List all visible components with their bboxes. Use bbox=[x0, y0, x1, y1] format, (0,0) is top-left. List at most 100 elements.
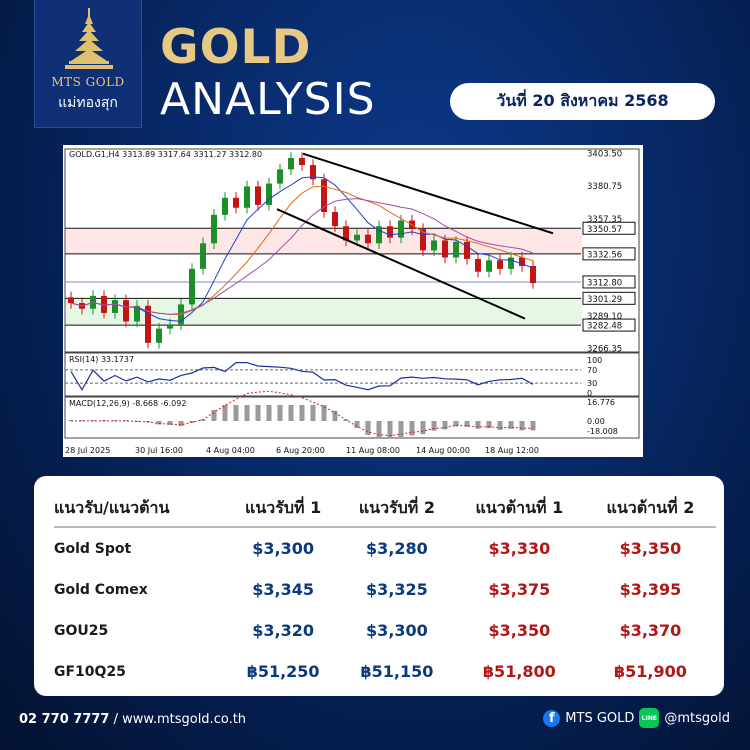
candle-body bbox=[354, 234, 360, 241]
candle-body bbox=[255, 186, 261, 205]
candle-body bbox=[222, 197, 228, 215]
macd-histogram-bar bbox=[244, 405, 250, 421]
footer-contact: 02 770 7777 / www.mtsgold.co.th bbox=[19, 712, 246, 727]
candle-body bbox=[288, 157, 294, 170]
header-cell: แนวรับที่ 2 bbox=[340, 490, 454, 528]
candle-body bbox=[464, 241, 470, 259]
support-2-value: $3,280 bbox=[366, 539, 428, 558]
price-tick-label: 3332.56 bbox=[587, 250, 622, 260]
candle-body bbox=[277, 169, 283, 184]
support-1-value: $3,320 bbox=[252, 621, 314, 640]
candle-body bbox=[376, 226, 382, 244]
date-badge: วันที่ 20 สิงหาคม 2568 bbox=[450, 83, 715, 120]
channel-upper-line bbox=[302, 152, 554, 235]
macd-histogram-bar bbox=[310, 405, 316, 421]
macd-histogram-bar bbox=[365, 421, 371, 435]
table-row: Gold Spot $3,300 $3,280 $3,330 $3,350 bbox=[54, 527, 716, 569]
macd-histogram-bar bbox=[453, 421, 459, 427]
level-label-box bbox=[582, 247, 636, 261]
line-icon[interactable]: LINE bbox=[639, 708, 660, 728]
macd-histogram-bar bbox=[79, 420, 85, 421]
level-label-box bbox=[582, 275, 636, 289]
row-label: GOU25 bbox=[54, 622, 109, 639]
level-label-box bbox=[582, 221, 636, 235]
facebook-handle[interactable]: MTS GOLD bbox=[565, 710, 635, 726]
resistance-zone bbox=[66, 228, 582, 254]
macd-histogram-bar bbox=[519, 421, 525, 431]
logo-brand-thai-text: แม่ทองสุก bbox=[58, 95, 118, 111]
candle-body bbox=[266, 183, 272, 205]
candle-body bbox=[299, 157, 305, 166]
phone-number: 02 770 7777 bbox=[19, 712, 110, 727]
support-2-value: ฿51,150 bbox=[360, 662, 434, 681]
resistance-2-value: $3,350 bbox=[619, 539, 682, 558]
support-zone bbox=[66, 298, 582, 326]
candle-body bbox=[519, 257, 525, 267]
pagoda-icon bbox=[65, 8, 113, 69]
macd-histogram-bar bbox=[167, 421, 173, 425]
candle-body bbox=[475, 258, 481, 272]
rsi-panel bbox=[64, 352, 640, 397]
header-cell: แนวต้านที่ 1 bbox=[453, 490, 585, 528]
macd-histogram-bar bbox=[321, 405, 327, 421]
macd-histogram-bar bbox=[431, 421, 437, 431]
price-tick-label: 3357.35 bbox=[587, 215, 622, 225]
x-tick-label: 4 Aug 04:00 bbox=[206, 446, 255, 455]
macd-histogram-bar bbox=[233, 405, 239, 421]
resistance-1-value: $3,330 bbox=[488, 539, 551, 558]
candle-body bbox=[145, 305, 151, 343]
macd-histogram-bar bbox=[376, 421, 382, 437]
rsi-line bbox=[70, 362, 534, 391]
row-label: Gold Comex bbox=[54, 581, 148, 598]
price-tick-label: 3350.57 bbox=[587, 225, 622, 235]
macd-histogram-bar bbox=[464, 421, 470, 427]
ma-fast-line bbox=[70, 176, 534, 322]
rsi-tick-label: 100 bbox=[587, 356, 602, 365]
candle-body bbox=[244, 186, 250, 208]
macd-histogram-bar bbox=[156, 421, 162, 425]
line-handle[interactable]: @mtsgold bbox=[664, 710, 730, 726]
candle-body bbox=[442, 240, 448, 258]
table-header-row: แนวรับ/แนวต้าน แนวรับที่ 1 แนวรับที่ 2 แ… bbox=[54, 490, 716, 528]
logo: MTS GOLD แม่ทองสุก bbox=[34, 0, 142, 128]
header-cell: แนวต้านที่ 2 bbox=[584, 490, 716, 528]
resistance-2-value: $3,370 bbox=[619, 621, 682, 640]
macd-histogram-bar bbox=[277, 405, 283, 421]
macd-histogram-bar bbox=[354, 421, 360, 428]
macd-histogram-bar bbox=[420, 421, 426, 435]
resistance-1-value: ฿51,800 bbox=[482, 662, 556, 681]
macd-panel bbox=[64, 396, 640, 439]
macd-tick-label: -18.008 bbox=[587, 427, 618, 436]
macd-histogram-bar bbox=[134, 421, 140, 422]
macd-histogram-bar bbox=[530, 421, 536, 431]
level-label-box bbox=[582, 291, 636, 305]
candle-body bbox=[68, 297, 74, 303]
candle-body bbox=[167, 324, 173, 329]
support-2-value: $3,300 bbox=[366, 621, 428, 640]
website-link[interactable]: / www.mtsgold.co.th bbox=[113, 712, 247, 727]
macd-histogram-bar bbox=[255, 405, 261, 421]
macd-histogram-bar bbox=[387, 421, 393, 437]
macd-histogram-bar bbox=[332, 410, 338, 421]
candle-body bbox=[508, 257, 514, 269]
candle-body bbox=[431, 240, 437, 251]
candle-body bbox=[134, 305, 140, 322]
candle-body bbox=[497, 260, 503, 269]
x-tick-label: 14 Aug 00:00 bbox=[416, 446, 470, 455]
candle-body bbox=[365, 234, 371, 244]
candle-body bbox=[310, 165, 316, 180]
row-label: GF10Q25 bbox=[54, 663, 126, 680]
price-tick-label: 3403.50 bbox=[587, 150, 622, 160]
candle-body bbox=[189, 268, 195, 305]
facebook-icon[interactable]: f bbox=[543, 709, 561, 727]
candle-body bbox=[123, 300, 129, 322]
candle-body bbox=[101, 295, 107, 313]
candle-body bbox=[398, 220, 404, 238]
table-row: GF10Q25 ฿51,250 ฿51,150 ฿51,800 ฿51,900 bbox=[54, 651, 716, 692]
macd-histogram-bar bbox=[266, 405, 272, 421]
macd-histogram-bar bbox=[486, 421, 492, 429]
rsi-label: RSI(14) 33.1737 bbox=[69, 355, 134, 364]
resistance-1-value: $3,375 bbox=[488, 580, 551, 599]
macd-histogram-bar bbox=[299, 405, 305, 421]
macd-histogram-bar bbox=[123, 420, 129, 421]
